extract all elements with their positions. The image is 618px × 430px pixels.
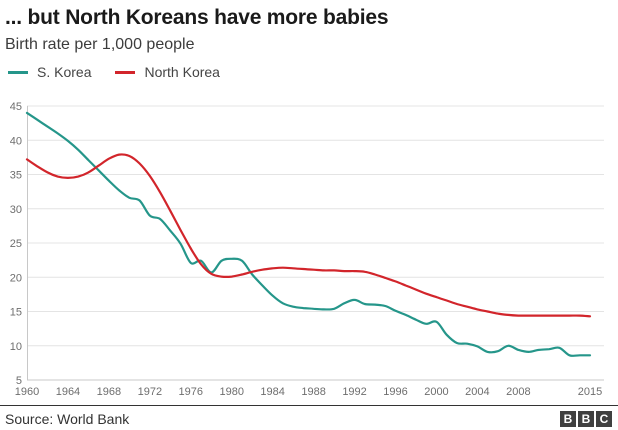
bbc-logo-letter: B: [578, 411, 594, 427]
source-label: Source: World Bank: [5, 411, 130, 427]
x-axis-tick-label: 2004: [465, 386, 489, 398]
x-axis-tick-label: 2008: [506, 386, 530, 398]
chart-footer: Source: World Bank B B C: [0, 405, 618, 430]
legend-label-north-korea: North Korea: [144, 64, 220, 80]
bbc-logo-letter: B: [560, 411, 576, 427]
y-axis-tick-label: 10: [10, 341, 22, 353]
x-axis-tick-label: 1964: [56, 386, 80, 398]
chart-subtitle: Birth rate per 1,000 people: [5, 36, 195, 53]
y-axis-tick-label: 45: [10, 101, 22, 113]
x-axis-tick-label: 1980: [219, 386, 243, 398]
y-axis-tick-label: 15: [10, 307, 22, 319]
birth-rate-line-chart: 5 10 15 20 25 30 35 40 45 1960 1964 1968 1972 1976 198…: [10, 101, 604, 398]
bbc-logo: B B C: [560, 411, 612, 427]
x-axis-tick-label: 1976: [179, 386, 203, 398]
x-axis-tick-label: 1988: [301, 386, 325, 398]
legend-label-s-korea: S. Korea: [37, 64, 92, 80]
y-axis-tick-label: 25: [10, 238, 22, 250]
x-axis-tick-label: 1984: [260, 386, 284, 398]
legend: S. Korea North Korea: [8, 64, 220, 80]
legend-item-north-korea: North Korea: [115, 64, 220, 80]
bbc-logo-letter: C: [596, 411, 612, 427]
x-axis-tick-label: 1960: [15, 386, 39, 398]
x-axis-tick-label: 2015: [578, 386, 602, 398]
chart-title: ... but North Koreans have more babies: [5, 6, 389, 29]
s-korea-line: [25, 111, 592, 357]
x-axis-tick-label: 1996: [383, 386, 407, 398]
x-axis-tick-label: 1968: [97, 386, 121, 398]
y-axis-tick-label: 5: [16, 375, 22, 387]
north-korea-line: [25, 153, 592, 318]
x-axis-tick-label: 1972: [138, 386, 162, 398]
legend-item-s-korea: S. Korea: [8, 64, 91, 80]
north-korea-line-swatch: [115, 70, 136, 74]
y-axis-tick-label: 40: [10, 135, 22, 147]
y-axis-tick-label: 20: [10, 272, 22, 284]
x-axis-tick-label: 1992: [342, 386, 366, 398]
y-axis-tick-label: 30: [10, 204, 22, 216]
y-axis-tick-label: 35: [10, 170, 22, 182]
x-axis-tick-label: 2000: [424, 386, 448, 398]
s-korea-line-swatch: [8, 70, 28, 74]
